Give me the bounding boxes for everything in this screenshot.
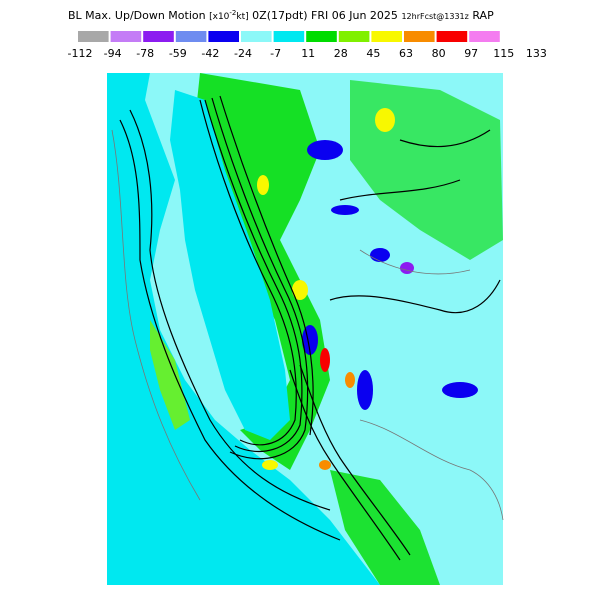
downdraft <box>370 248 390 262</box>
colorbar-label: -59 <box>169 47 187 60</box>
color-swatch <box>338 31 370 42</box>
color-swatch <box>175 31 207 42</box>
valley <box>170 90 290 440</box>
updraft <box>375 108 395 132</box>
color-swatch <box>371 31 402 42</box>
valid-time: 0Z(17pdt) FRI 06 Jun 2025 <box>252 9 398 22</box>
colorbar-label: 28 <box>334 47 348 60</box>
colorbar-label: -78 <box>136 47 154 60</box>
colorbar-label: 80 <box>432 47 446 60</box>
forecast: 12hrFcst@1331z <box>401 12 468 21</box>
colorbar-label: -24 <box>234 47 252 60</box>
colorbar-label: -42 <box>201 47 219 60</box>
units-exp: -2 <box>229 9 236 17</box>
downdraft <box>357 370 373 410</box>
colorbar-label: 97 <box>464 47 478 60</box>
units: [x10 <box>209 12 230 22</box>
color-swatch <box>143 31 174 42</box>
colorbar: -112 -94 -78 -59 -42 -24 -7 11 28 45 63 80 97 115 133 <box>68 31 547 60</box>
downdraft <box>331 205 359 215</box>
downdraft <box>442 382 478 398</box>
colorbar-label: 63 <box>399 47 413 60</box>
downdraft <box>400 262 414 274</box>
color-swatch <box>241 31 272 42</box>
color-swatch <box>110 31 142 42</box>
colorbar-label: -7 <box>270 47 281 60</box>
color-swatch <box>78 31 109 42</box>
colorbar-label: -112 <box>68 47 93 60</box>
color-swatch <box>306 31 337 42</box>
updraft <box>345 372 355 388</box>
color-swatch <box>436 31 468 42</box>
model: RAP <box>472 9 494 22</box>
coastal-band <box>150 320 190 430</box>
updraft <box>292 280 308 300</box>
title-text: BL Max. Up/Down Motion <box>68 9 206 22</box>
downdraft <box>307 140 343 160</box>
color-swatch <box>404 31 435 42</box>
title: BL Max. Up/Down Motion [x10-2kt] 0Z(17pd… <box>68 9 494 22</box>
color-swatch <box>208 31 239 42</box>
terrain-band <box>195 73 330 470</box>
updraft <box>262 460 278 470</box>
color-swatch <box>273 31 305 42</box>
colorbar-label: 45 <box>366 47 380 60</box>
color-swatch <box>469 31 500 42</box>
colorbar-label: 11 <box>301 47 315 60</box>
colorbar-label: -94 <box>104 47 122 60</box>
map <box>107 73 504 585</box>
units-suffix: kt] <box>236 12 248 22</box>
colorbar-label: 133 <box>526 47 547 60</box>
updraft <box>257 175 269 195</box>
colorbar-label: 115 <box>493 47 514 60</box>
contours <box>119 95 501 561</box>
fine-contours <box>111 129 504 521</box>
updraft <box>319 460 331 470</box>
updraft <box>320 348 330 372</box>
